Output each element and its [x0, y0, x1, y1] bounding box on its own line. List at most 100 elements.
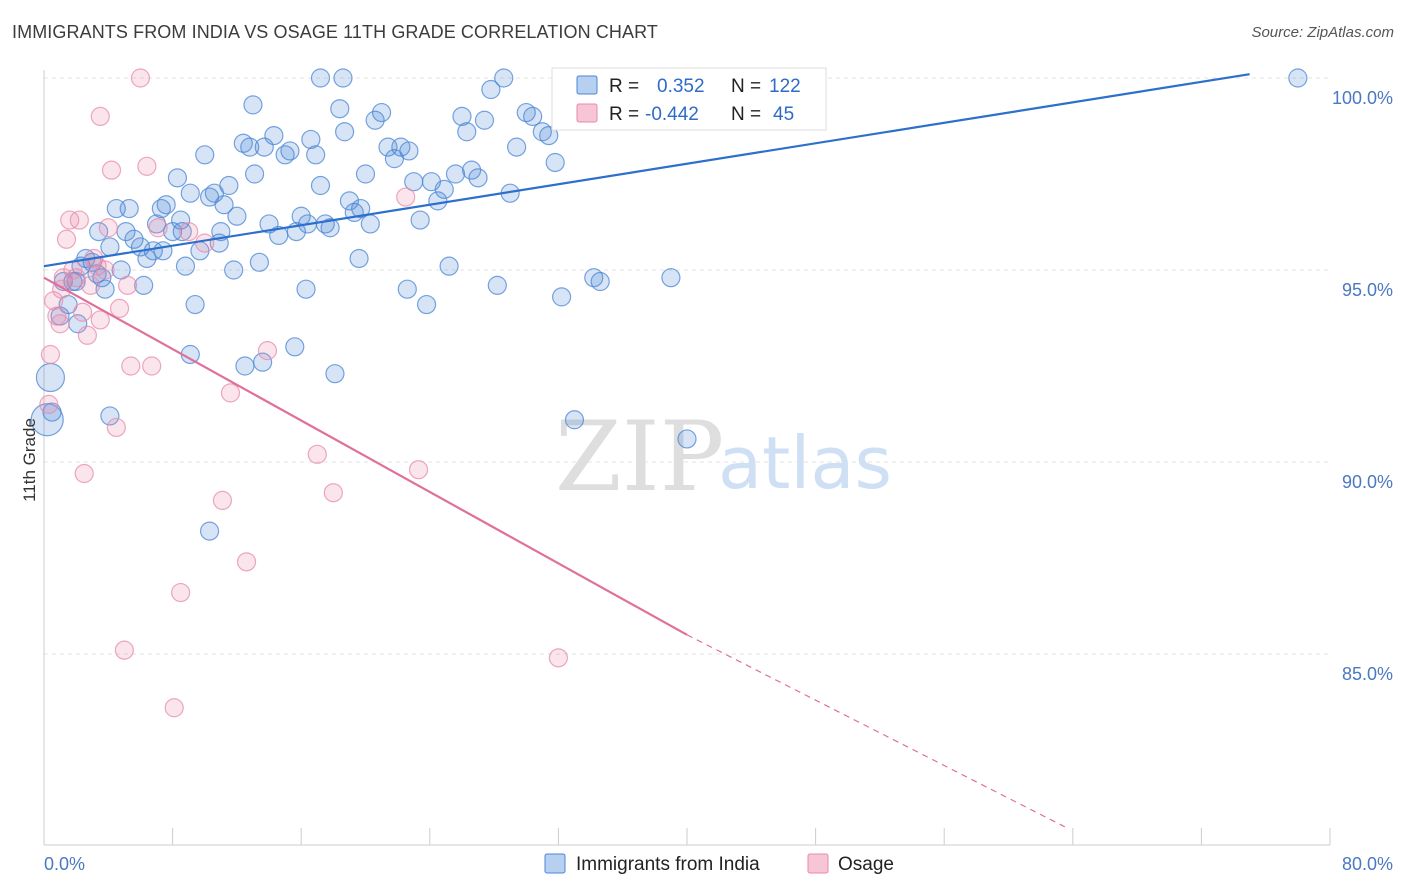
india-point-59	[335, 122, 355, 142]
india-point-95	[564, 410, 585, 430]
osage-point-13	[77, 325, 98, 345]
india-point-52	[301, 129, 321, 150]
india-point-37	[224, 260, 244, 280]
osage-point-14	[81, 275, 101, 295]
y-tick-label-3: 100.0%	[1332, 88, 1393, 108]
y-tick-label-2: 95.0%	[1342, 280, 1393, 300]
osage-point-36	[236, 552, 257, 572]
india-point-76	[434, 179, 454, 199]
india-point-48	[280, 141, 300, 161]
india-point-38	[227, 206, 247, 226]
india-point-101	[310, 68, 331, 88]
india-point-56	[320, 218, 340, 238]
india-point-12	[95, 279, 115, 299]
india-point-27	[175, 256, 196, 276]
india-point-116	[172, 222, 192, 242]
x-tick-label-1: 80.0%	[1342, 854, 1393, 874]
india-point-78	[445, 164, 466, 184]
legend-india-n-value: 122	[769, 76, 801, 97]
osage-point-0	[39, 394, 59, 414]
y-axis-label: 11th Grade	[20, 418, 39, 502]
india-point-77	[439, 256, 459, 276]
india-point-36	[219, 175, 239, 196]
india-point-64	[360, 214, 380, 234]
india-point-23	[156, 195, 176, 215]
bottom-legend-osage-label: Osage	[838, 854, 894, 875]
india-point-110	[199, 521, 220, 541]
india-point-117	[211, 222, 231, 242]
india-point-102	[333, 68, 353, 88]
india-point-121	[399, 141, 419, 161]
india-point-29	[185, 294, 205, 315]
india-point-54	[310, 175, 331, 196]
legend-osage-swatch	[576, 103, 598, 123]
osage-point-11	[72, 302, 93, 322]
india-point-104	[134, 275, 154, 295]
legend-osage-r-label: R =	[609, 104, 639, 125]
osage-point-18	[95, 260, 115, 280]
india-point-85	[487, 275, 507, 295]
osage-point-40	[396, 187, 416, 207]
india-point-40	[240, 137, 260, 157]
osage-point-34	[212, 490, 233, 510]
india-point-31	[195, 145, 215, 165]
y-tick-labels: 85.0% 90.0% 95.0% 100.0%	[1332, 88, 1393, 684]
osage-point-39	[323, 483, 343, 503]
india-point-17	[124, 229, 144, 249]
osage-point-30	[164, 698, 184, 718]
india-point-84	[481, 79, 501, 100]
x-tick-label-0: 0.0%	[44, 854, 85, 874]
india-point-115	[116, 222, 136, 242]
osage-point-4	[50, 314, 70, 334]
y-tick-label-0: 85.0%	[1342, 664, 1393, 684]
india-point-35	[214, 195, 234, 215]
osage-point-7	[60, 210, 80, 230]
bottom-legend-osage-swatch	[807, 853, 829, 874]
osage-point-1	[40, 344, 61, 365]
india-point-73	[416, 294, 437, 315]
india-point-86	[494, 68, 514, 88]
india-point-70	[397, 279, 417, 299]
osage-point-43	[90, 310, 110, 330]
india-point-2	[42, 402, 62, 422]
legend-osage-n-value: 45	[773, 104, 794, 125]
india-point-100	[677, 429, 697, 449]
osage-trend-extension	[686, 634, 1066, 828]
india-point-72	[410, 210, 430, 230]
india-point-63	[355, 164, 376, 184]
osage-point-33	[195, 233, 215, 253]
india-point-58	[330, 99, 350, 119]
legend-india-r-label: R =	[609, 76, 639, 97]
axes	[43, 70, 1331, 846]
india-point-111	[100, 406, 120, 426]
osage-point-25	[121, 356, 141, 376]
chart-title: IMMIGRANTS FROM INDIA VS OSAGE 11TH GRAD…	[12, 22, 658, 42]
osage-point-19	[98, 218, 118, 238]
india-point-41	[244, 164, 265, 184]
osage-point-41	[408, 460, 429, 480]
india-point-24	[163, 222, 183, 242]
india-point-16	[119, 198, 139, 219]
osage-point-10	[69, 210, 89, 230]
india-point-13	[100, 237, 120, 257]
osage-point-12	[74, 463, 94, 484]
india-point-97	[590, 271, 610, 292]
bottom-legend-india-label: Immigrants from India	[576, 854, 760, 875]
india-point-93	[545, 152, 565, 173]
india-trend-line	[43, 73, 1250, 268]
osage-point-28	[142, 356, 162, 376]
osage-point-22	[109, 298, 130, 318]
india-point-51	[296, 279, 316, 299]
osage-point-3	[47, 306, 67, 326]
watermark: ZIP atlas	[555, 401, 892, 513]
india-point-103	[243, 95, 263, 115]
india-point-28	[180, 183, 200, 203]
osage-point-42	[548, 648, 569, 668]
osage-point-35	[220, 383, 241, 403]
osage-point-38	[307, 444, 327, 464]
india-point-108	[253, 352, 273, 372]
osage-point-20	[101, 160, 122, 180]
osage-point-24	[117, 275, 138, 295]
legend-india-r-value: 0.352	[657, 76, 705, 97]
legend-india-swatch	[576, 75, 598, 95]
